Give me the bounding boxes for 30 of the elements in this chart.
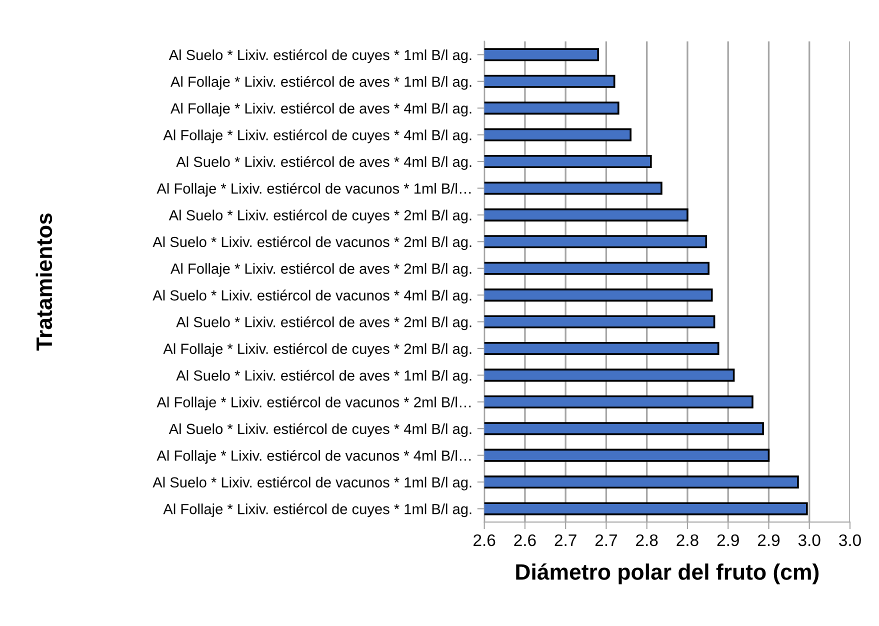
y-tick-label: Al Follaje * Lixiv. estiércol de aves * 2ml B/l ag.: [170, 262, 472, 277]
y-tick-label: Al Follaje * Lixiv. estiércol de vacunos * 4ml B/l…: [156, 450, 471, 464]
y-tick-label: Al Follaje * Lixiv. estiércol de vacunos * 1ml B/l…: [156, 182, 471, 197]
y-tick-label: Al Suelo * Lixiv. estiércol de aves * 2ml B/l ag.: [176, 316, 472, 330]
x-tick-label: 2.8: [636, 534, 658, 546]
y-tick-label: Al Suelo * Lixiv. estiércol de cuyes * 2ml B/l ag.: [168, 210, 472, 224]
x-tick-label: 2.6: [514, 534, 536, 546]
x-tick-label: 2.9: [758, 534, 780, 546]
y-tick-label: Al Suelo * Lixiv. estiércol de aves * 1ml B/l ag.: [176, 370, 472, 384]
y-tick-label: Al Suelo * Lixiv. estiércol de cuyes * 4ml B/l ag.: [168, 423, 472, 437]
y-tick-label: Al Suelo * Lixiv. estiércol de cuyes * 1ml B/l ag.: [168, 49, 472, 64]
y-tick-label: Al Suelo * Lixiv. estiércol de vacunos * 2ml B/l ag.: [152, 236, 472, 250]
y-tick-label: Al Follaje * Lixiv. estiércol de aves * 1ml B/l ag.: [170, 76, 472, 90]
y-axis-title: Tratamientos: [36, 213, 52, 351]
y-tick-label: Al Follaje * Lixiv. estiércol de vacunos * 2ml B/l…: [156, 396, 471, 410]
y-tick-label: Al Suelo * Lixiv. estiércol de aves * 4ml B/l ag.: [176, 156, 472, 170]
y-tick-label: Al Suelo * Lixiv. estiércol de vacunos * 4ml B/l ag.: [152, 290, 472, 304]
x-tick-label: 3.0: [798, 534, 820, 546]
x-tick-label: 2.7: [554, 534, 576, 546]
x-tick-label: 2.8: [676, 534, 698, 546]
x-tick-label: 2.7: [595, 534, 617, 546]
y-tick-label: Al Follaje * Lixiv. estiércol de cuyes * 1ml B/l ag.: [163, 503, 472, 518]
x-tick-label: 2.6: [474, 534, 496, 546]
y-tick-label: Al Follaje * Lixiv. estiércol de cuyes * 2ml B/l ag.: [163, 343, 472, 357]
y-tick-label: Al Suelo * Lixiv. estiércol de vacunos * 1ml B/l ag.: [152, 476, 472, 490]
x-axis-title: Diámetro polar del fruto (cm): [516, 563, 819, 584]
x-tick-label: 2.9: [717, 534, 739, 546]
y-tick-label: Al Follaje * Lixiv. estiércol de aves * 4ml B/l ag.: [170, 102, 472, 116]
x-tick-label: 3.0: [839, 534, 861, 546]
y-tick-label: Al Follaje * Lixiv. estiércol de cuyes * 4ml B/l ag.: [163, 129, 472, 144]
